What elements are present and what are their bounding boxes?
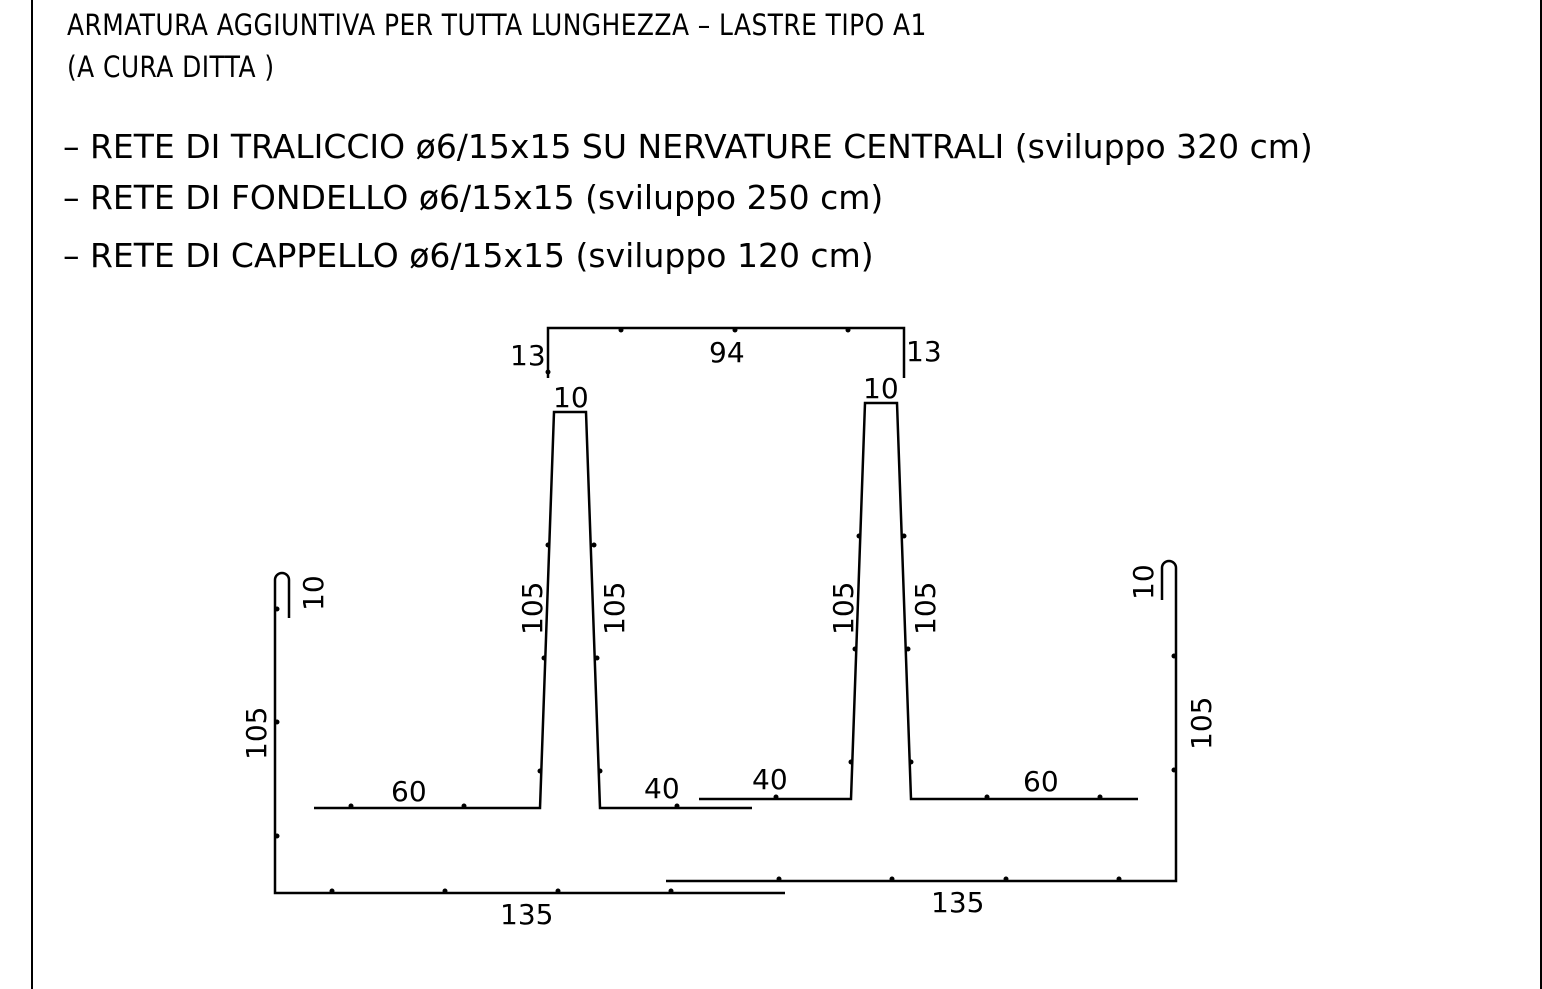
note-rete-traliccio: – RETE DI TRALICCIO ø6/15x15 SU NERVATUR… <box>63 127 1313 166</box>
rib-right <box>699 401 1138 801</box>
wire-dot <box>329 888 335 894</box>
wire-dot <box>668 888 674 894</box>
wire-dot <box>984 794 990 800</box>
wire-dot <box>274 719 280 725</box>
dim-cap-right: 13 <box>906 335 942 368</box>
note-rete-fondello: – RETE DI FONDELLO ø6/15x15 (sviluppo 25… <box>63 178 884 217</box>
dim-side-right: 105 <box>1185 697 1218 750</box>
wire-dot <box>545 369 551 375</box>
dim-seg-40-right: 40 <box>752 763 788 796</box>
dim-rib-top-left: 10 <box>553 381 589 414</box>
dim-base-left: 135 <box>500 898 553 931</box>
dim-rib-right-b: 105 <box>909 582 942 635</box>
wire-dot <box>597 768 603 774</box>
wire-dot <box>901 533 907 539</box>
wire-dot <box>594 655 600 661</box>
wire-dot <box>555 888 561 894</box>
wire-dot <box>1116 876 1122 882</box>
wire-dot <box>274 833 280 839</box>
dim-rib-left-a: 105 <box>516 582 549 635</box>
wire-dot <box>545 542 551 548</box>
wire-dot <box>732 327 738 333</box>
drawing-subtitle: (A CURA DITTA ) <box>67 50 275 84</box>
dim-seg-60-left: 60 <box>391 775 427 808</box>
wire-dot <box>274 606 280 612</box>
dim-cap-top: 94 <box>709 336 745 369</box>
wire-dot <box>1097 794 1103 800</box>
dim-cap-left: 13 <box>510 339 546 372</box>
wire-dot <box>461 803 467 809</box>
wire-dot <box>1003 876 1009 882</box>
dim-base-right: 135 <box>931 886 984 919</box>
wire-dot <box>591 542 597 548</box>
wire-dot <box>856 533 862 539</box>
cap-bar <box>546 326 906 378</box>
frame-left-border <box>31 0 33 989</box>
base-bar-left <box>273 580 785 895</box>
dim-hook-left: 10 <box>297 575 330 611</box>
dim-seg-60-right: 60 <box>1023 765 1059 798</box>
wire-dot <box>848 759 854 765</box>
hook-left <box>273 571 291 618</box>
dim-side-left: 105 <box>240 707 273 760</box>
dim-seg-40-left: 40 <box>644 772 680 805</box>
rib-left <box>314 410 752 810</box>
dim-rib-top-right: 10 <box>863 372 899 405</box>
dim-rib-left-b: 105 <box>598 582 631 635</box>
note-rete-cappello: – RETE DI CAPPELLO ø6/15x15 (sviluppo 12… <box>63 236 874 275</box>
wire-dot <box>674 803 680 809</box>
wire-dot <box>776 876 782 882</box>
frame-right-border <box>1540 0 1542 989</box>
wire-dot <box>889 876 895 882</box>
wire-dot <box>541 655 547 661</box>
dim-rib-right-a: 105 <box>827 582 860 635</box>
wire-dot <box>905 646 911 652</box>
wire-dot <box>537 768 543 774</box>
wire-dot <box>845 327 851 333</box>
wire-dot <box>1171 767 1177 773</box>
wire-dot <box>348 803 354 809</box>
drawing-title: ARMATURA AGGIUNTIVA PER TUTTA LUNGHEZZA … <box>67 8 927 42</box>
wire-dot <box>442 888 448 894</box>
wire-dot <box>773 794 779 800</box>
dim-hook-right: 10 <box>1127 564 1160 600</box>
wire-dot <box>618 327 624 333</box>
wire-dot <box>1171 653 1177 659</box>
base-bar-right <box>666 568 1178 883</box>
wire-dot <box>852 646 858 652</box>
wire-dot <box>908 759 914 765</box>
hook-right <box>1160 559 1178 600</box>
